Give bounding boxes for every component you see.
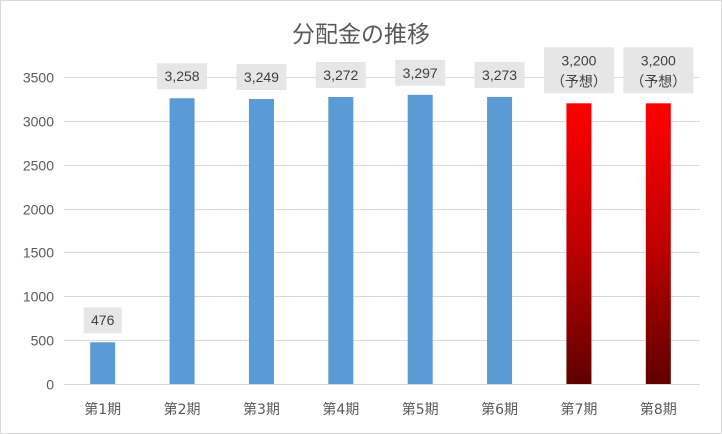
y-tick-label: 2000 [23, 202, 54, 218]
data-label: 3,272 [315, 61, 366, 88]
bar [407, 94, 433, 384]
y-tick-label: 0 [46, 377, 54, 393]
y-tick-label: 2500 [23, 158, 54, 174]
data-label: 476 [83, 307, 122, 334]
data-label-note: （予想） [630, 73, 686, 89]
x-tick-label: 第2期 [164, 401, 201, 418]
bar [169, 98, 195, 384]
data-label-value: 3,200 [561, 52, 596, 68]
y-tick-label: 3000 [23, 114, 54, 130]
x-tick-label: 第5期 [402, 401, 439, 418]
x-tick-label: 第7期 [560, 401, 597, 418]
data-label-text: 3,200 （予想） [630, 52, 686, 89]
y-axis-labels: 0 500 1000 1500 2000 2500 3000 3500 [23, 70, 54, 393]
bar [566, 103, 592, 385]
data-label-note: （予想） [551, 73, 607, 89]
data-label: 3,258 [157, 63, 208, 90]
bar [90, 342, 116, 384]
data-label-value: 3,297 [403, 65, 438, 81]
x-tick-label: 第1期 [84, 401, 121, 418]
data-label-box [543, 47, 614, 94]
x-tick-label: 第8期 [640, 401, 677, 418]
bar [487, 96, 513, 385]
data-label-value: 3,258 [165, 68, 200, 84]
data-label: 3,273 [474, 61, 525, 88]
y-tick-label: 3500 [23, 70, 54, 86]
data-label-box [315, 61, 366, 88]
x-tick-label: 第6期 [481, 401, 518, 418]
bars [90, 94, 671, 385]
chart-title: 分配金の推移 [292, 22, 430, 48]
data-label-value: 3,273 [482, 67, 517, 83]
data-label-text: 476 [91, 312, 115, 328]
data-label-text: 3,297 [403, 65, 438, 81]
data-label-text: 3,273 [482, 67, 517, 83]
data-label-text: 3,272 [323, 67, 358, 83]
data-label-value: 3,249 [244, 69, 279, 85]
data-label-value: 476 [91, 312, 115, 328]
data-label-text: 3,200 （予想） [551, 52, 607, 89]
data-label-value: 3,200 [641, 52, 676, 68]
data-label-value: 3,272 [323, 67, 358, 83]
bar [328, 96, 354, 385]
x-axis-labels: 第1期 第2期 第3期 第4期 第5期 第6期 第7期 第8期 [84, 401, 677, 418]
data-label-text: 3,249 [244, 69, 279, 85]
data-label: 3,200 （予想） [543, 47, 614, 94]
data-label: 3,297 [395, 59, 446, 86]
y-tick-label: 1000 [23, 289, 54, 305]
data-label-box [623, 47, 694, 94]
y-tick-label: 500 [31, 333, 55, 349]
data-label-box [83, 307, 122, 334]
bar [645, 103, 671, 385]
data-label: 3,200 （予想） [623, 47, 694, 94]
data-label-box [395, 59, 446, 86]
y-tick-label: 1500 [23, 245, 54, 261]
data-label-box [236, 64, 287, 91]
data-label-text: 3,258 [165, 68, 200, 84]
data-label: 3,249 [236, 64, 287, 91]
bar [248, 99, 274, 384]
x-tick-label: 第3期 [243, 401, 280, 418]
data-label-box [157, 63, 208, 90]
x-tick-label: 第4期 [322, 401, 359, 418]
data-label-box [474, 61, 525, 88]
